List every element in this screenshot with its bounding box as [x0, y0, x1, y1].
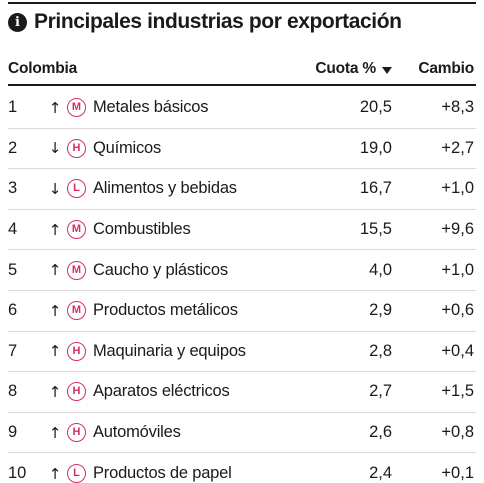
- industry-name: Caucho y plásticos: [93, 260, 228, 279]
- change-value: +0,4: [441, 341, 474, 360]
- change-value: +9,6: [441, 220, 474, 239]
- rank: 9: [8, 423, 18, 442]
- share-value: 2,6: [369, 423, 392, 442]
- share-value: 4,0: [369, 260, 392, 279]
- change-value: +8,3: [441, 98, 474, 117]
- table-row: 8 ↑ H Aparatos eléctricos 2,7 +1,5: [8, 372, 476, 413]
- table-row: 2 ↓ H Químicos 19,0 +2,7: [8, 129, 476, 170]
- industry-name: Maquinaria y equipos: [93, 341, 246, 360]
- industry-name: Metales básicos: [93, 98, 209, 117]
- trend-arrow-icon: ↑: [48, 423, 62, 442]
- table-row: 6 ↑ M Productos metálicos 2,9 +0,6: [8, 291, 476, 332]
- sort-descending-icon[interactable]: [382, 66, 392, 74]
- share-value: 20,5: [359, 98, 392, 117]
- rank: 2: [8, 138, 18, 157]
- industry-name: Alimentos y bebidas: [93, 179, 237, 198]
- change-value: +1,0: [441, 179, 474, 198]
- table-row: 7 ↑ H Maquinaria y equipos 2,8 +0,4: [8, 332, 476, 373]
- trend-arrow-icon: ↑: [48, 382, 62, 401]
- table-row: 10 ↑ L Productos de papel 2,4 +0,1: [8, 453, 476, 483]
- share-value: 2,8: [369, 341, 392, 360]
- table-row: 4 ↑ M Combustibles 15,5 +9,6: [8, 210, 476, 251]
- title-bar: i Principales industrias por exportación: [8, 10, 402, 34]
- change-value: +0,8: [441, 423, 474, 442]
- level-badge-icon: M: [67, 301, 86, 321]
- trend-arrow-icon: ↑: [48, 464, 62, 483]
- share-value: 19,0: [359, 138, 392, 157]
- trend-arrow-icon: ↓: [48, 139, 62, 158]
- rank: 4: [8, 220, 18, 239]
- rank: 5: [8, 260, 18, 279]
- column-header-country: Colombia: [8, 60, 78, 77]
- rank: 10: [8, 464, 27, 483]
- share-value: 15,5: [359, 220, 392, 239]
- trend-arrow-icon: ↑: [48, 98, 62, 117]
- level-badge-icon: H: [67, 423, 86, 443]
- rank: 3: [8, 179, 18, 198]
- industry-name: Productos de papel: [93, 464, 232, 483]
- change-value: +1,0: [441, 260, 474, 279]
- level-badge-icon: H: [67, 138, 86, 158]
- page-title: Principales industrias por exportación: [34, 10, 402, 33]
- level-badge-icon: H: [67, 382, 86, 402]
- share-value: 2,7: [369, 382, 392, 401]
- industry-name: Automóviles: [93, 423, 181, 442]
- top-rule: [8, 2, 476, 4]
- trend-arrow-icon: ↑: [48, 342, 62, 361]
- table-row: 9 ↑ H Automóviles 2,6 +0,8: [8, 413, 476, 454]
- trend-arrow-icon: ↓: [48, 179, 62, 198]
- column-header-share[interactable]: Cuota %: [315, 60, 392, 78]
- level-badge-icon: M: [67, 260, 86, 280]
- level-badge-icon: L: [67, 179, 86, 199]
- industry-name: Productos metálicos: [93, 301, 238, 320]
- rank: 1: [8, 98, 18, 117]
- share-value: 2,4: [369, 464, 392, 483]
- trend-arrow-icon: ↑: [48, 220, 62, 239]
- share-value: 2,9: [369, 301, 392, 320]
- level-badge-icon: L: [67, 464, 86, 483]
- table-header: Colombia Cuota % Cambio: [8, 54, 476, 86]
- column-header-change[interactable]: Cambio: [418, 60, 474, 77]
- trend-arrow-icon: ↑: [48, 261, 62, 280]
- column-header-share-label: Cuota %: [315, 60, 376, 77]
- rank: 8: [8, 382, 18, 401]
- share-value: 16,7: [359, 179, 392, 198]
- info-icon[interactable]: i: [8, 12, 27, 32]
- table-row: 5 ↑ M Caucho y plásticos 4,0 +1,0: [8, 250, 476, 291]
- level-badge-icon: H: [67, 341, 86, 361]
- industry-name: Aparatos eléctricos: [93, 382, 230, 401]
- rank: 6: [8, 301, 18, 320]
- table-body: 1 ↑ M Metales básicos 20,5 +8,3 2 ↓ H Qu…: [8, 88, 476, 483]
- industry-name: Combustibles: [93, 220, 191, 239]
- level-badge-icon: M: [67, 220, 86, 240]
- table-row: 1 ↑ M Metales básicos 20,5 +8,3: [8, 88, 476, 129]
- table-row: 3 ↓ L Alimentos y bebidas 16,7 +1,0: [8, 169, 476, 210]
- change-value: +2,7: [441, 138, 474, 157]
- rank: 7: [8, 341, 18, 360]
- trend-arrow-icon: ↑: [48, 301, 62, 320]
- industry-name: Químicos: [93, 138, 162, 157]
- change-value: +1,5: [441, 382, 474, 401]
- change-value: +0,6: [441, 301, 474, 320]
- change-value: +0,1: [441, 464, 474, 483]
- level-badge-icon: M: [67, 98, 86, 118]
